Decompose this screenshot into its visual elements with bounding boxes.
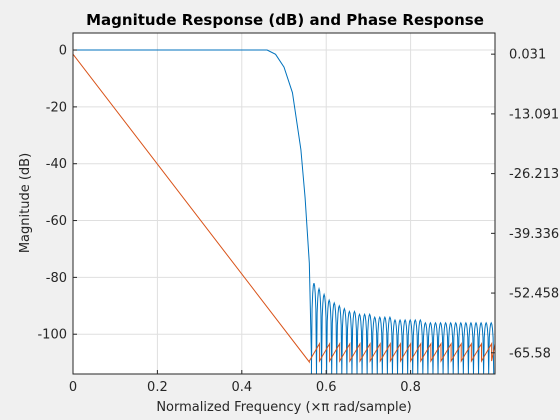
y-tick-label: -20: [46, 100, 67, 115]
plot-area: 0 0.2 0.4 0.6 0.8 0 -20 -40 -60 -80 -100 0.031 -13…: [37, 32, 559, 395]
x-tick-label: 0: [69, 380, 77, 395]
y-tick-label: -60: [46, 214, 67, 229]
y2-axis-ticks: 0.031 -13.091 -26.213 -39.336 -52.458 -65.58: [491, 48, 559, 361]
y-tick-label: -40: [46, 157, 67, 172]
y2-tick-label: 0.031: [509, 48, 546, 63]
phase-series-line: [73, 53, 495, 364]
series-group: [73, 49, 495, 374]
axes-background: [73, 33, 495, 374]
chart-title: Magnitude Response (dB) and Phase Respon…: [86, 11, 484, 29]
y2-tick-label: -65.58: [509, 346, 551, 361]
x-axis-ticks: 0 0.2 0.4 0.6 0.8: [69, 370, 421, 395]
x-tick-label: 0.6: [316, 380, 337, 395]
y2-tick-label: -26.213: [509, 167, 559, 182]
y-axis-ticks: 0 -20 -40 -60 -80 -100: [37, 44, 77, 343]
y-axis-label: Magnitude (dB): [18, 153, 33, 253]
x-tick-label: 0.8: [400, 380, 421, 395]
y-tick-label: -100: [37, 328, 67, 343]
axes-box: [72, 32, 496, 375]
magnitude-series-line: [73, 49, 495, 374]
grid-lines: [72, 33, 495, 374]
y-tick-label: 0: [59, 44, 67, 59]
y2-tick-label: -39.336: [509, 227, 559, 242]
x-tick-label: 0.4: [231, 380, 252, 395]
x-tick-label: 0.2: [147, 380, 168, 395]
y2-tick-label: -13.091: [509, 107, 559, 122]
y2-tick-label: -52.458: [509, 287, 559, 302]
y-tick-label: -80: [46, 271, 67, 286]
x-axis-label: Normalized Frequency (×π rad/sample): [156, 400, 411, 415]
